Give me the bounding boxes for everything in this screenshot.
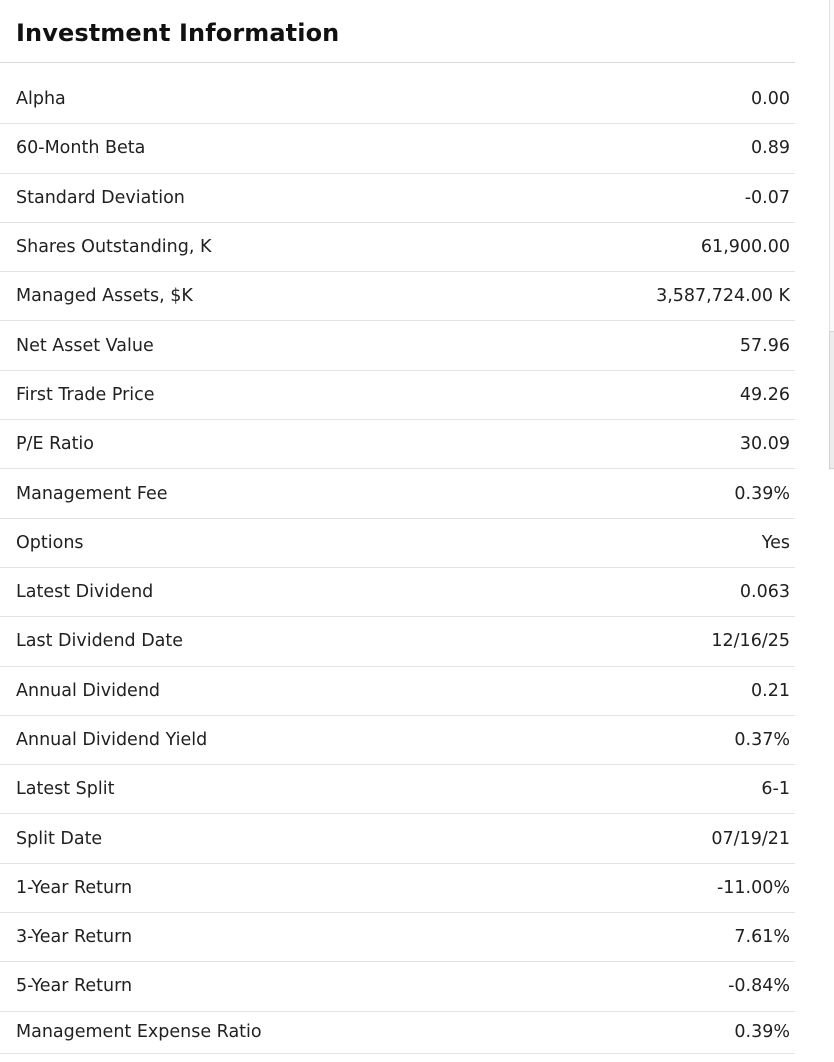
- row-label: P/E Ratio: [16, 434, 94, 455]
- row-value: -0.07: [744, 187, 790, 208]
- row-value: 61,900.00: [700, 237, 790, 258]
- table-row: Options Yes: [0, 519, 795, 568]
- table-row: Latest Split 6-1: [0, 765, 795, 815]
- table-row: Management Expense Ratio 0.39%: [0, 1012, 795, 1055]
- table-row: 1-Year Return -11.00%: [0, 864, 795, 914]
- page-title: Investment Information: [0, 0, 795, 63]
- row-value: 49.26: [739, 384, 790, 405]
- scrollbar-thumb[interactable]: [829, 331, 834, 469]
- row-value: 0.00: [751, 89, 790, 110]
- table-row: Annual Dividend 0.21: [0, 667, 795, 716]
- row-label: Management Expense Ratio: [16, 1022, 262, 1043]
- row-label: 60-Month Beta: [16, 138, 146, 159]
- row-value: -11.00%: [716, 877, 790, 898]
- row-value: Yes: [761, 532, 790, 553]
- table-row: Shares Outstanding, K 61,900.00: [0, 223, 795, 273]
- table-row: Latest Dividend 0.063: [0, 568, 795, 618]
- investment-info-table: Alpha 0.00 60-Month Beta 0.89 Standard Devia…: [0, 75, 795, 1055]
- row-label: Managed Assets, $K: [16, 286, 193, 307]
- row-label: Latest Dividend: [16, 582, 154, 603]
- row-value: 0.89: [751, 138, 790, 159]
- row-label: Shares Outstanding, K: [16, 237, 212, 258]
- table-row: Alpha 0.00: [0, 75, 795, 125]
- row-label: Split Date: [16, 828, 103, 849]
- row-label: Alpha: [16, 89, 66, 110]
- row-value: -0.84%: [728, 976, 790, 997]
- row-value: 12/16/25: [711, 631, 790, 652]
- row-label: 1-Year Return: [16, 877, 133, 898]
- table-row: Managed Assets, $K 3,587,724.00 K: [0, 272, 795, 322]
- row-value: 0.39%: [734, 483, 790, 504]
- row-label: Last Dividend Date: [16, 631, 184, 652]
- investment-information-panel: Investment Information Alpha 0.00 60-Month…: [0, 0, 795, 1055]
- row-value: 07/19/21: [711, 828, 790, 849]
- table-row: Split Date 07/19/21: [0, 814, 795, 864]
- table-row: Net Asset Value 57.96: [0, 321, 795, 371]
- row-label: First Trade Price: [16, 384, 155, 405]
- table-row: 3-Year Return 7.61%: [0, 913, 795, 963]
- row-label: Annual Dividend Yield: [16, 730, 208, 750]
- row-label: Options: [16, 532, 84, 553]
- row-value: 30.09: [739, 434, 790, 455]
- row-label: 5-Year Return: [16, 976, 133, 997]
- row-value: 0.39%: [734, 1022, 790, 1043]
- row-value: 7.61%: [734, 927, 790, 948]
- table-row: 5-Year Return -0.84%: [0, 962, 795, 1012]
- row-label: Annual Dividend: [16, 680, 161, 701]
- row-label: Standard Deviation: [16, 187, 185, 208]
- row-value: 0.21: [751, 680, 790, 701]
- table-row: Management Fee 0.39%: [0, 469, 795, 519]
- table-row: P/E Ratio 30.09: [0, 420, 795, 470]
- row-value: 0.37%: [734, 730, 790, 750]
- row-value: 57.96: [739, 335, 790, 356]
- row-value: 0.063: [739, 582, 790, 603]
- table-row: Standard Deviation -0.07: [0, 174, 795, 223]
- scrollbar-track[interactable]: [829, 0, 834, 470]
- table-row: 60-Month Beta 0.89: [0, 124, 795, 174]
- table-row: Last Dividend Date 12/16/25: [0, 617, 795, 667]
- row-label: Net Asset Value: [16, 335, 154, 356]
- row-label: Latest Split: [16, 779, 115, 800]
- row-value: 3,587,724.00 K: [656, 286, 790, 307]
- row-label: 3-Year Return: [16, 927, 133, 948]
- row-label: Management Fee: [16, 483, 168, 504]
- table-row: Annual Dividend Yield 0.37%: [0, 716, 795, 766]
- table-row: First Trade Price 49.26: [0, 371, 795, 421]
- row-value: 6-1: [761, 779, 790, 800]
